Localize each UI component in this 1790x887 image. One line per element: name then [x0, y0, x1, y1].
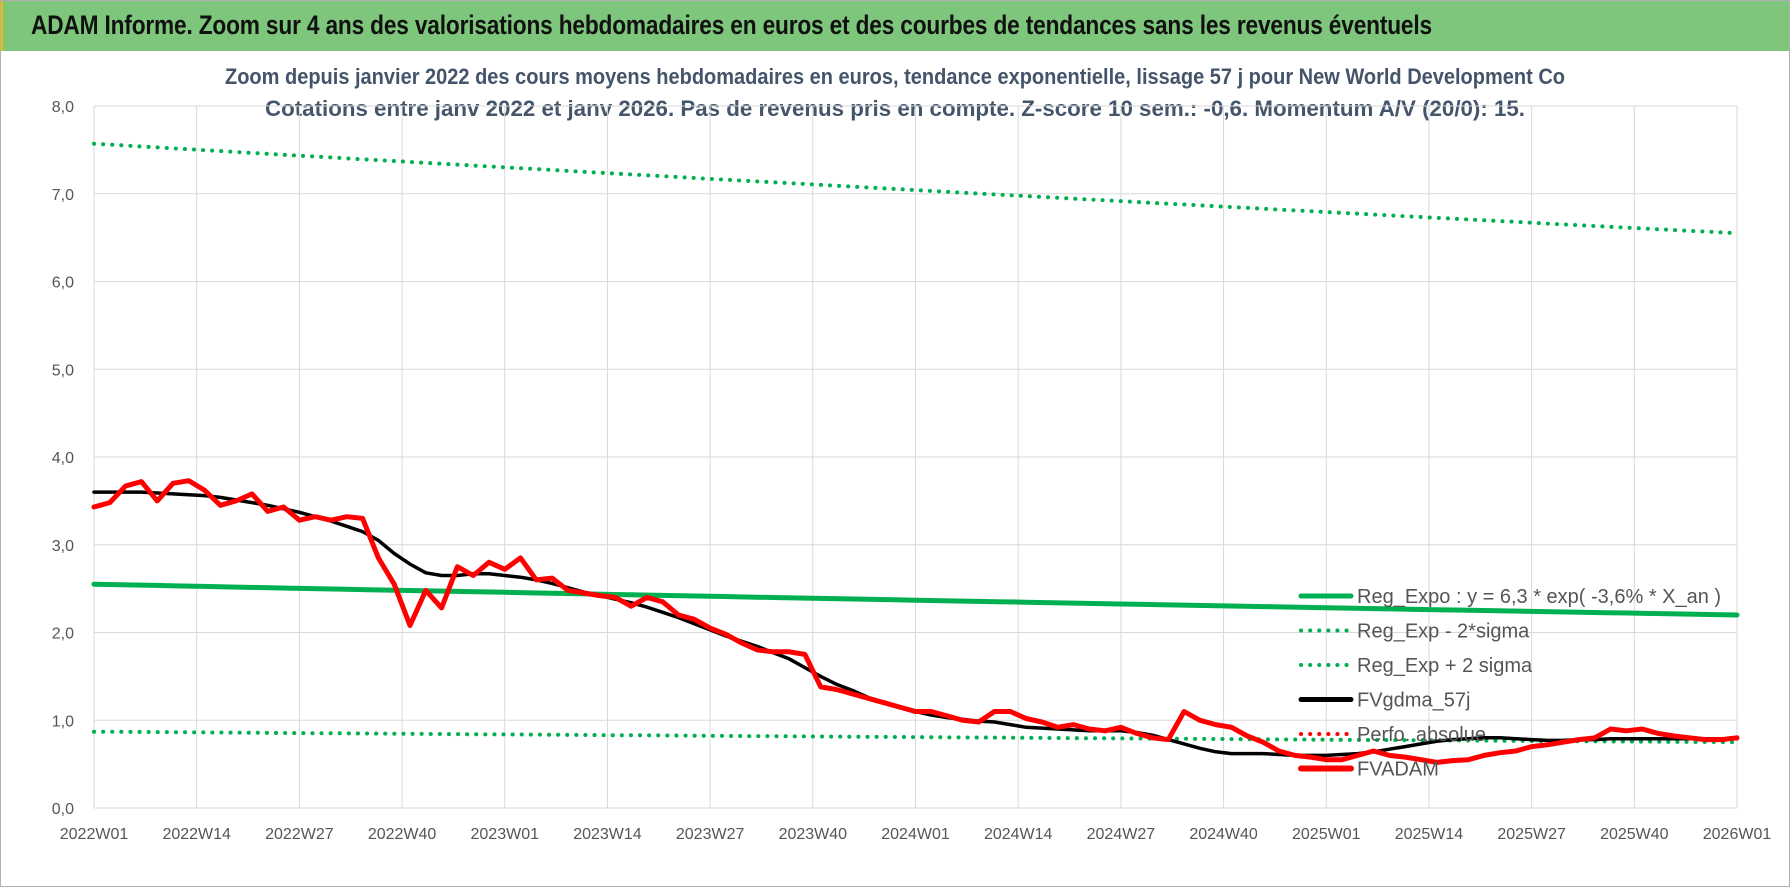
- x-tick-label: 2023W01: [471, 826, 540, 843]
- price-chart: Zoom depuis janvier 2022 des cours moyen…: [52, 64, 1772, 843]
- legend-label: FVADAM: [1357, 759, 1439, 781]
- x-tick-label: 2025W40: [1600, 826, 1669, 843]
- x-tick-label: 2026W01: [1703, 826, 1772, 843]
- y-tick-label: 8,0: [52, 99, 74, 116]
- x-tick-label: 2024W01: [881, 826, 950, 843]
- legend-label: Reg_Expo : y = 6,3 * exp( -3,6% * X_an ): [1357, 586, 1721, 608]
- report-banner: ADAM Informe. Zoom sur 4 ans des valoris…: [1, 1, 1789, 51]
- x-tick-label: 2022W01: [60, 826, 129, 843]
- legend: Reg_Expo : y = 6,3 * exp( -3,6% * X_an )…: [1298, 586, 1721, 781]
- report-title: ADAM Informe. Zoom sur 4 ans des valoris…: [31, 10, 1432, 40]
- series-line-reg-exp-2-sigma: [92, 141, 1739, 236]
- y-tick-label: 2,0: [52, 626, 74, 643]
- legend-label: FVgdma_57j: [1357, 690, 1470, 712]
- x-axis: 2022W01 2022W14 2022W27 2022W40 2023W01 2023W…: [60, 826, 1772, 843]
- y-tick-label: 5,0: [52, 362, 74, 379]
- chart-title-line-2: Cotations entre janv 2022 et janv 2026. …: [265, 96, 1525, 121]
- series-line-fvadam: [91, 478, 1740, 765]
- x-tick-label: 2022W27: [265, 826, 334, 843]
- series-line-reg-expo-y-6-3-exp-3-6-x-an: [91, 581, 1740, 618]
- y-tick-label: 1,0: [52, 713, 74, 730]
- legend-label: Reg_Exp - 2*sigma: [1357, 621, 1530, 643]
- x-tick-label: 2025W01: [1292, 826, 1361, 843]
- y-tick-label: 7,0: [52, 187, 74, 204]
- series-line-reg-exp-2-sigma: [92, 729, 1739, 745]
- x-tick-label: 2023W14: [573, 826, 642, 843]
- x-tick-label: 2023W27: [676, 826, 745, 843]
- x-tick-label: 2022W40: [368, 826, 437, 843]
- x-tick-label: 2025W27: [1497, 826, 1566, 843]
- gridlines: [93, 105, 1738, 809]
- x-tick-label: 2025W14: [1395, 826, 1464, 843]
- legend-label: Reg_Exp + 2 sigma: [1357, 655, 1533, 677]
- plot-area: [91, 141, 1740, 765]
- x-tick-label: 2022W14: [162, 826, 231, 843]
- y-tick-label: 6,0: [52, 275, 74, 292]
- chart-title-line-1: Zoom depuis janvier 2022 des cours moyen…: [225, 64, 1565, 89]
- y-tick-label: 4,0: [52, 450, 74, 467]
- x-tick-label: 2024W40: [1189, 826, 1258, 843]
- y-axis: 0,0 1,0 2,0 3,0 4,0 5,0 6,0 7,0 8,0: [52, 99, 74, 818]
- y-tick-label: 3,0: [52, 538, 74, 555]
- y-tick-label: 0,0: [52, 801, 74, 818]
- x-tick-label: 2024W14: [984, 826, 1053, 843]
- x-tick-label: 2024W27: [1087, 826, 1156, 843]
- x-tick-label: 2023W40: [779, 826, 848, 843]
- legend-label: Perfo. absolue: [1357, 724, 1486, 746]
